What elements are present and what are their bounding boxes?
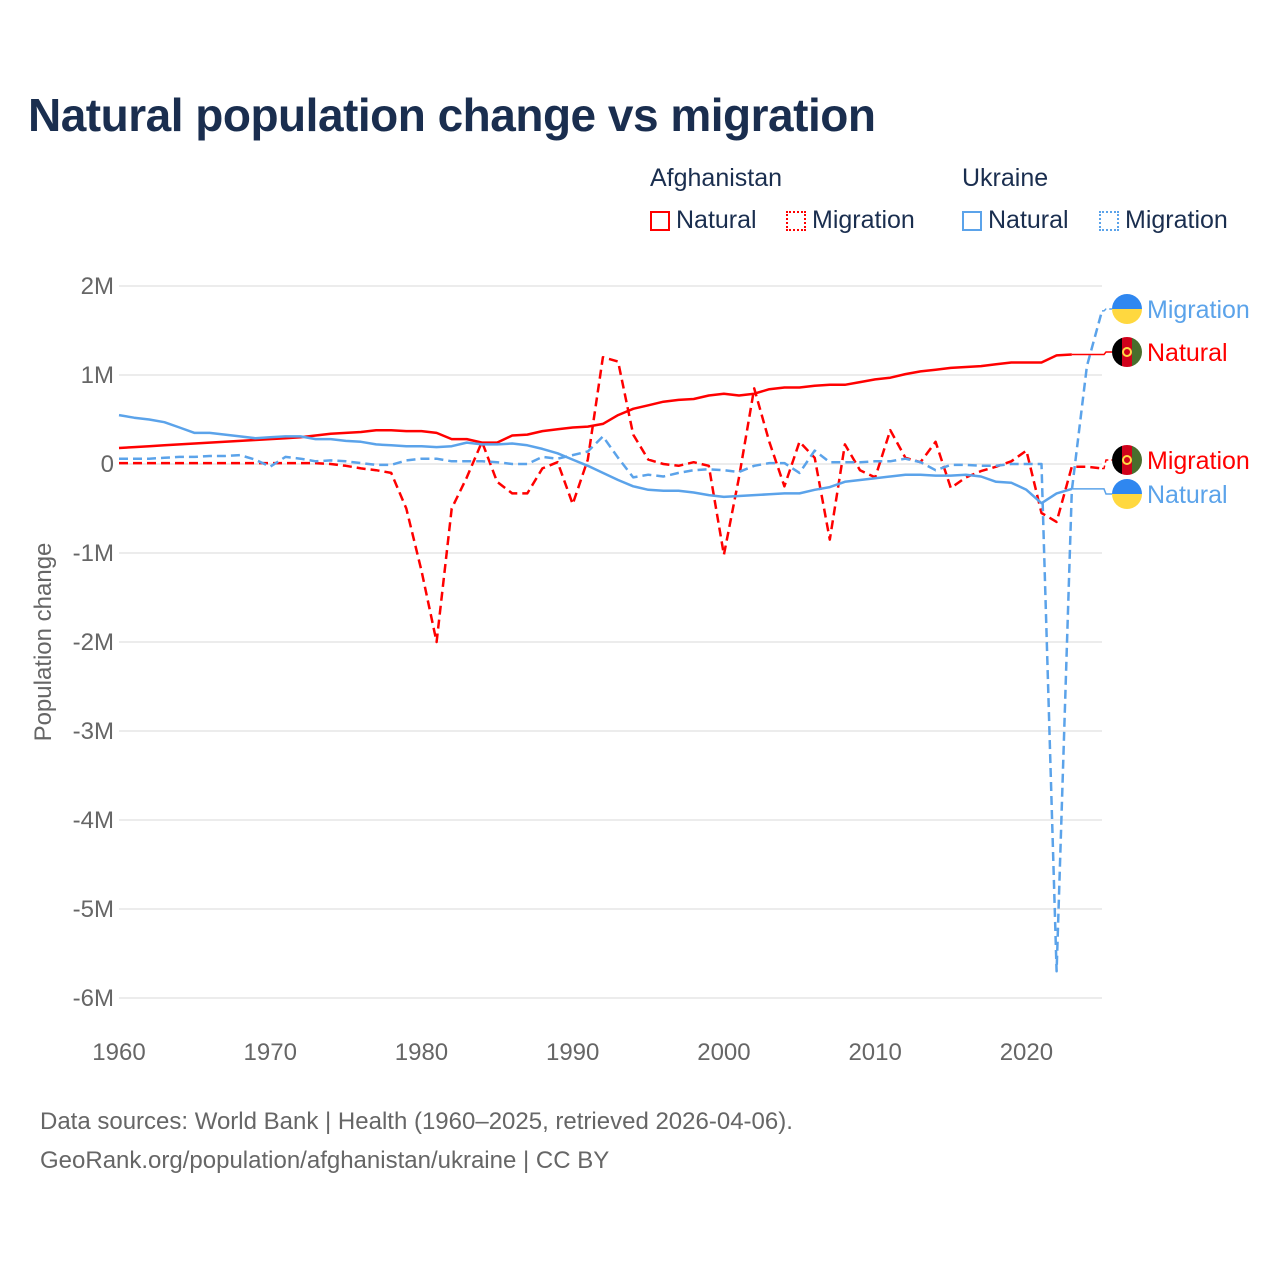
- footer-sources: Data sources: World Bank | Health (1960–…: [40, 1108, 793, 1135]
- x-tick-label: 2000: [697, 1039, 750, 1066]
- series-line-afghanistan-natural: [118, 353, 1072, 450]
- x-tick-label: 2020: [1000, 1039, 1053, 1066]
- afghanistan-flag-icon: [1112, 337, 1142, 367]
- legend-group-ukraine: Ukraine: [962, 164, 1049, 192]
- label-leader-line: [1102, 459, 1112, 470]
- end-label: Natural: [1147, 339, 1228, 367]
- x-tick-label: 1990: [546, 1039, 599, 1066]
- legend-label: Migration: [812, 206, 915, 234]
- legend-label: Migration: [1125, 206, 1228, 234]
- y-tick-label: -5M: [73, 896, 114, 923]
- end-label: Natural: [1147, 481, 1228, 509]
- y-tick-label: -2M: [73, 629, 114, 656]
- series-line-ukraine-natural: [118, 413, 1073, 505]
- legend-swatch-solid: [650, 210, 670, 231]
- legend-item-ukraine-natural[interactable]: Natural: [962, 206, 1069, 235]
- legend-swatch-dotted: [786, 210, 806, 231]
- end-label: Migration: [1147, 296, 1250, 324]
- series-line-afghanistan-migration: [119, 355, 1103, 644]
- x-tick-label: 2010: [848, 1039, 901, 1066]
- legend-item-afghanistan-migration[interactable]: Migration: [786, 206, 915, 235]
- x-tick-label: 1970: [244, 1039, 297, 1066]
- legend-swatch-dotted: [1099, 210, 1119, 231]
- y-tick-label: -4M: [73, 807, 114, 834]
- afghanistan-flag-icon: [1112, 445, 1142, 475]
- label-leader-line: [1102, 308, 1112, 312]
- series-line-ukraine-migration: [119, 310, 1104, 973]
- x-tick-label: 1980: [395, 1039, 448, 1066]
- ukraine-flag-icon: [1112, 294, 1142, 324]
- legend-swatch-solid: [962, 210, 982, 231]
- label-leader-line: [1071, 488, 1112, 495]
- y-tick-label: 1M: [81, 362, 114, 389]
- y-tick-label: -1M: [73, 540, 114, 567]
- chart-title: Natural population change vs migration: [28, 89, 876, 141]
- x-tick-label: 1960: [92, 1039, 145, 1066]
- legend-item-afghanistan-natural[interactable]: Natural: [650, 206, 757, 235]
- y-tick-label: 2M: [81, 273, 114, 300]
- end-label: Migration: [1147, 447, 1250, 475]
- ukraine-flag-icon: [1112, 479, 1142, 509]
- label-leader-line: [1071, 351, 1112, 356]
- y-tick-label: -6M: [73, 985, 114, 1012]
- y-tick-label: -3M: [73, 718, 114, 745]
- footer-link[interactable]: GeoRank.org/population/afghanistan/ukrai…: [40, 1147, 610, 1174]
- y-tick-label: 0: [101, 451, 114, 478]
- legend-label: Natural: [676, 206, 757, 234]
- legend-group-afghanistan: Afghanistan: [650, 164, 783, 192]
- y-axis-label: Population change: [30, 543, 57, 742]
- legend-item-ukraine-migration[interactable]: Migration: [1099, 206, 1228, 235]
- legend-label: Natural: [988, 206, 1069, 234]
